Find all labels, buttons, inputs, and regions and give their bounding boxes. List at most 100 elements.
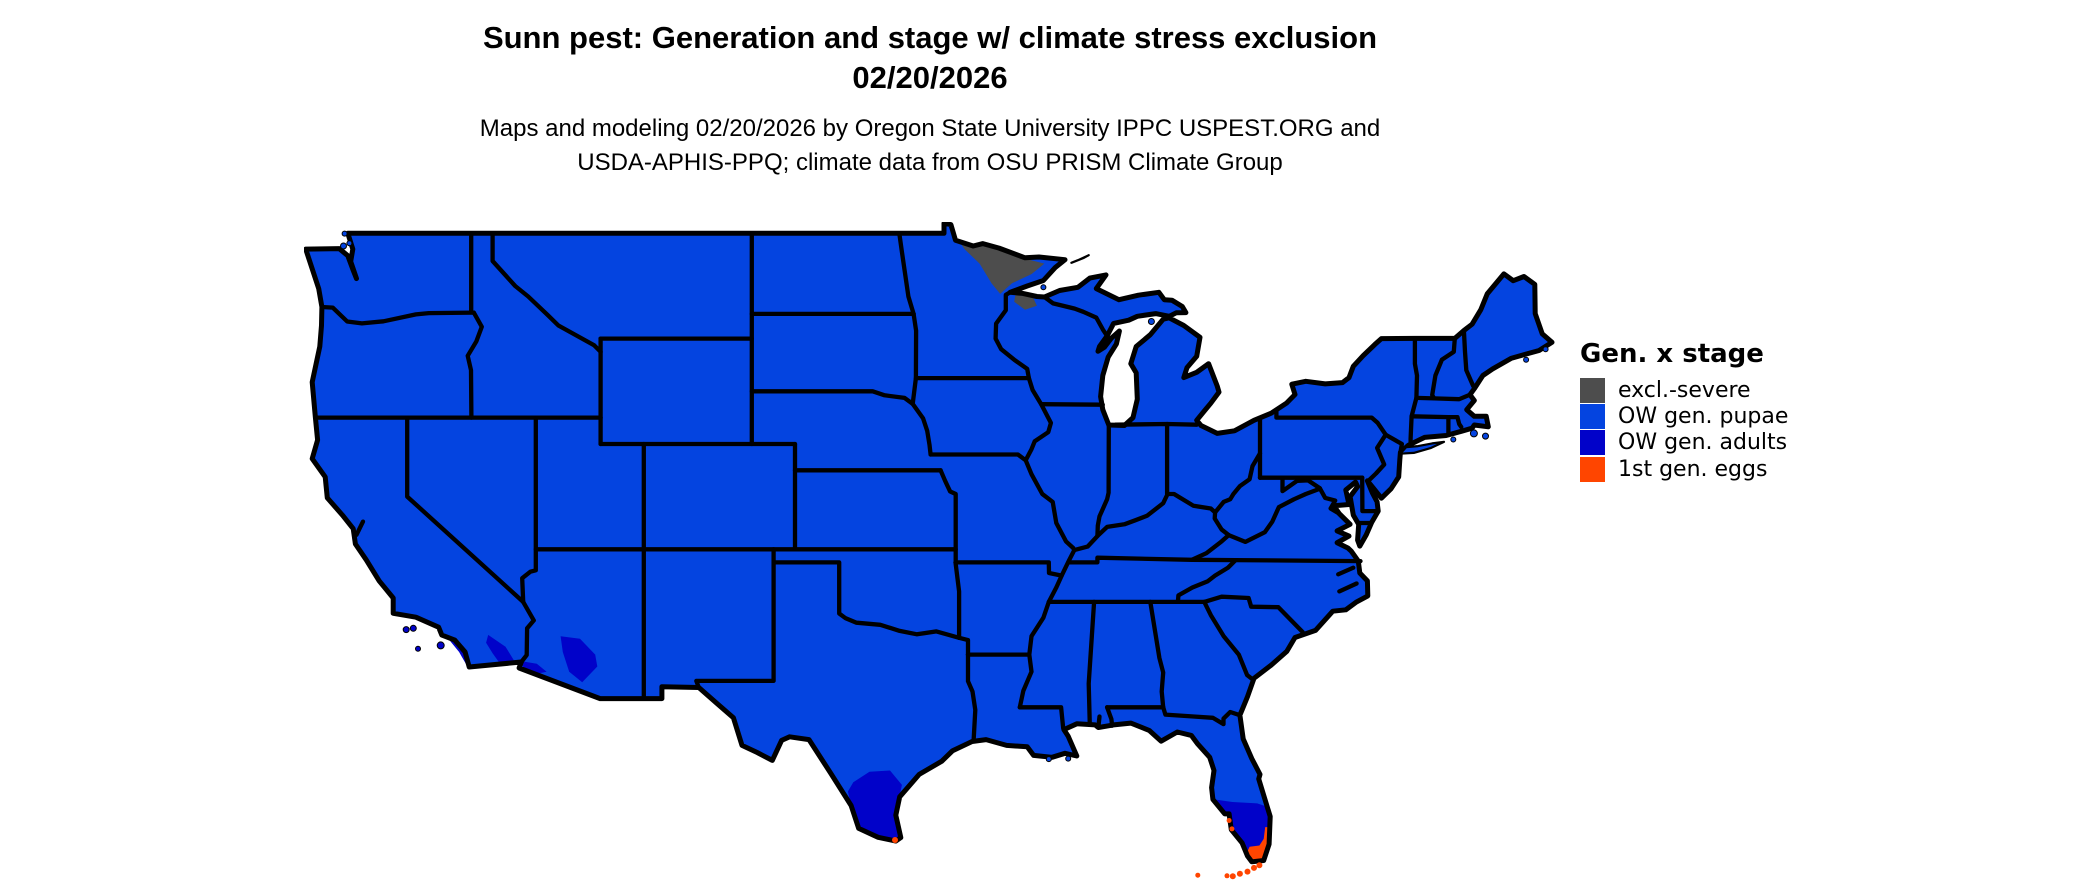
island-dot-eggs	[1224, 873, 1230, 879]
state-border-line	[1095, 422, 1111, 539]
island-dot-pupae	[1469, 429, 1478, 438]
state-border-line	[910, 401, 933, 457]
state-border-line	[405, 415, 526, 605]
patch-adults	[1214, 799, 1271, 861]
state-border-line	[1161, 705, 1243, 727]
island-dot-pupae	[346, 240, 353, 247]
state-border-line	[749, 389, 915, 407]
nation-outline	[303, 220, 1555, 865]
state-border-line	[1414, 392, 1473, 402]
state-borders	[313, 231, 1476, 743]
state-border-line	[1042, 294, 1110, 339]
legend-label-pupae: OW gen. pupae	[1618, 404, 1789, 430]
state-border-line	[956, 635, 971, 657]
state-border-line	[1017, 705, 1066, 731]
island-dot-pupae	[1045, 756, 1052, 763]
legend-item-eggs: 1st gen. eggs	[1580, 456, 1860, 482]
state-border-line	[1086, 599, 1097, 728]
state-border-line	[1280, 475, 1322, 494]
island-dot-adults	[436, 641, 445, 650]
patch-adults	[521, 661, 547, 675]
legend-swatch-adults	[1580, 430, 1605, 456]
state-border-line	[354, 519, 366, 537]
island-dot-eggs	[1195, 872, 1201, 878]
island-dot-pupae	[341, 230, 348, 237]
patch-severe	[959, 241, 1045, 294]
attribution-line2: USDA-APHIS-PPQ; climate data from OSU PR…	[577, 149, 1283, 176]
island-dot-pupae	[1065, 755, 1072, 762]
island-dot-adults	[402, 626, 410, 634]
state-border-line	[694, 547, 776, 690]
legend-title: Gen. x stage	[1580, 339, 1764, 369]
state-border-line	[465, 310, 484, 420]
patch-adults	[847, 770, 902, 841]
state-border-line	[938, 468, 958, 565]
state-border-line	[1096, 714, 1102, 730]
nation-fill-shape	[305, 223, 1553, 862]
state-border-line	[1360, 475, 1381, 514]
island-dot-pupae	[1482, 432, 1489, 440]
island-dot-eggs	[1229, 826, 1235, 832]
state-border-line	[1175, 557, 1238, 605]
island-dot-eggs	[1229, 873, 1236, 880]
island-dot-pupae	[1542, 346, 1549, 353]
patch-adults	[560, 636, 598, 683]
state-border-line	[897, 231, 916, 317]
map-title-date: 02/20/2026	[852, 60, 1008, 95]
map-title-line1: Sunn pest: Generation and stage w/ clima…	[482, 20, 1378, 55]
state-border-line	[771, 560, 962, 640]
state-border-line	[490, 231, 603, 354]
state-border-line	[1189, 532, 1231, 562]
state-border-line	[1366, 432, 1388, 483]
state-border-line	[910, 311, 919, 407]
patch-adults	[442, 633, 469, 666]
state-border-line	[319, 304, 476, 326]
us-map	[303, 220, 1560, 886]
page-title: Sunn pest: Generation and stage w/ clima…	[0, 18, 1860, 98]
legend-label-adults: OW gen. adults	[1618, 430, 1788, 456]
legend: Gen. x stage excl.-severe OW gen. pupae …	[1580, 340, 1860, 483]
legend-item-severe: excl.-severe	[1580, 377, 1860, 403]
island-dot-pupae	[1523, 356, 1530, 363]
state-border-line	[1317, 486, 1342, 516]
island-dot-eggs	[1226, 818, 1232, 823]
state-border-line	[1430, 336, 1457, 401]
patch-adults	[486, 634, 516, 664]
island-dot-pupae	[1147, 318, 1155, 325]
island-dot-pupae	[340, 242, 347, 250]
legend-swatch-severe	[1580, 377, 1605, 403]
island-dot-pupae	[1450, 436, 1457, 443]
attribution-line1: Maps and modeling 02/20/2026 by Oregon S…	[479, 115, 1381, 142]
island-dot-eggs	[1256, 862, 1263, 869]
state-border-line	[1039, 402, 1105, 407]
state-border-line	[1104, 705, 1115, 728]
island-dot-adults	[415, 645, 421, 652]
island	[1399, 440, 1446, 455]
island-dot-eggs	[1251, 864, 1257, 871]
attribution: Maps and modeling 02/20/2026 by Oregon S…	[0, 112, 1860, 180]
state-border-line	[1113, 421, 1199, 427]
state-border-line	[1274, 408, 1388, 437]
islands	[340, 230, 1549, 880]
state-border-line	[519, 599, 536, 665]
legend-swatch-eggs	[1580, 456, 1605, 482]
state-border-line	[1383, 432, 1405, 455]
legend-label-eggs: 1st gen. eggs	[1618, 456, 1768, 482]
island	[1070, 254, 1090, 264]
state-border-line	[993, 290, 1032, 381]
legend-label-severe: excl.-severe	[1618, 377, 1751, 403]
nation-outline-shape	[303, 220, 1555, 865]
state-border-line	[1072, 451, 1263, 553]
legend-swatch-pupae	[1580, 404, 1605, 430]
state-border-line	[1212, 510, 1231, 538]
state-border-line	[1017, 375, 1077, 710]
state-border-line	[1226, 486, 1322, 545]
state-border-line	[1336, 565, 1356, 577]
state-border-line	[1066, 555, 1363, 565]
state-border-line	[928, 452, 1028, 463]
state-border-line	[1148, 599, 1166, 710]
island-dot-eggs	[892, 837, 898, 843]
island-dot-adults	[409, 624, 417, 632]
state-border-line	[1202, 599, 1256, 682]
